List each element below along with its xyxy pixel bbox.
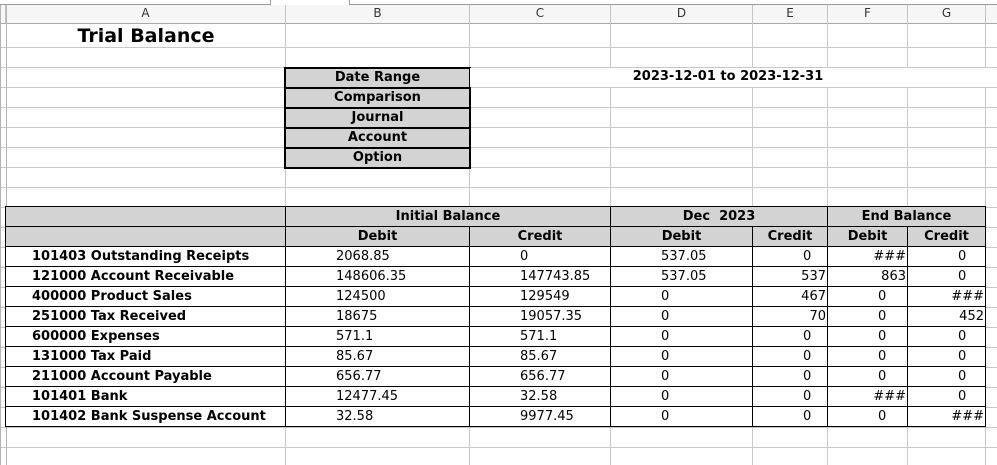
value-cell[interactable]: 0 xyxy=(753,247,828,267)
value-cell[interactable]: 0 xyxy=(908,387,986,407)
value-cell[interactable]: 0 xyxy=(611,307,753,327)
account-name-cell[interactable]: 131000 Tax Paid xyxy=(6,347,286,367)
trial-balance-table: Initial Balance Dec 2023 End Balance Deb… xyxy=(5,206,986,427)
value-cell[interactable]: 0 xyxy=(828,347,908,367)
value-cell[interactable]: 9977.45 xyxy=(470,407,611,427)
subheader-end-credit[interactable]: Credit xyxy=(908,227,986,247)
corner-header-cell[interactable] xyxy=(6,207,286,227)
account-name-cell[interactable]: 121000 Account Receivable xyxy=(6,267,286,287)
value-cell[interactable]: 32.58 xyxy=(470,387,611,407)
filter-cell-journal[interactable]: Journal xyxy=(286,109,469,129)
value-cell[interactable]: 0 xyxy=(753,387,828,407)
column-headers: A B C D E F G xyxy=(0,5,997,24)
account-name-cell[interactable]: 600000 Expenses xyxy=(6,327,286,347)
select-all-corner[interactable] xyxy=(0,5,6,23)
value-cell[interactable]: 0 xyxy=(908,347,986,367)
column-header-g[interactable]: G xyxy=(908,5,986,23)
corner-header-cell[interactable] xyxy=(6,227,286,247)
value-cell[interactable]: 571.1 xyxy=(470,327,611,347)
name-box-edge xyxy=(270,0,350,5)
value-cell[interactable]: 0 xyxy=(611,367,753,387)
value-cell-overflow[interactable]: ### xyxy=(828,247,908,267)
column-header-f[interactable]: F xyxy=(828,5,908,23)
account-name-cell[interactable]: 211000 Account Payable xyxy=(6,367,286,387)
subheader-initial-credit[interactable]: Credit xyxy=(470,227,611,247)
filter-cell-date-range[interactable]: Date Range xyxy=(286,69,469,89)
column-header-c[interactable]: C xyxy=(470,5,611,23)
account-name-cell[interactable]: 101403 Outstanding Receipts xyxy=(6,247,286,267)
value-cell[interactable]: 129549 xyxy=(470,287,611,307)
value-cell[interactable]: 85.67 xyxy=(470,347,611,367)
value-cell[interactable]: 18675 xyxy=(286,307,470,327)
value-cell[interactable]: 0 xyxy=(753,347,828,367)
value-cell[interactable]: 0 xyxy=(753,367,828,387)
value-cell[interactable]: 0 xyxy=(908,327,986,347)
column-header-a[interactable]: A xyxy=(6,5,286,23)
value-cell[interactable]: 0 xyxy=(611,287,753,307)
value-cell-overflow[interactable]: 70 xyxy=(753,307,828,327)
value-cell[interactable]: 147743.85 xyxy=(470,267,611,287)
value-cell-overflow[interactable]: ### xyxy=(908,287,986,307)
value-cell[interactable]: 124500 xyxy=(286,287,470,307)
date-range-value[interactable]: 2023-12-01 to 2023-12-31 xyxy=(470,68,986,87)
value-cell[interactable]: 2068.85 xyxy=(286,247,470,267)
filter-cell-option[interactable]: Option xyxy=(352,150,403,165)
subheader-initial-debit[interactable]: Debit xyxy=(286,227,470,247)
column-header-e[interactable]: E xyxy=(753,5,828,23)
group-header-period[interactable]: Dec 2023 xyxy=(611,207,828,227)
value-cell[interactable]: 0 xyxy=(611,387,753,407)
account-name-cell[interactable]: 400000 Product Sales xyxy=(6,287,286,307)
value-cell[interactable]: 537.05 xyxy=(611,267,753,287)
value-cell[interactable]: 0 xyxy=(828,407,908,427)
value-cell-overflow[interactable]: ### xyxy=(908,407,986,427)
account-name-cell[interactable]: 251000 Tax Received xyxy=(6,307,286,327)
value-cell[interactable]: 537.05 xyxy=(611,247,753,267)
subheader-period-credit[interactable]: Credit xyxy=(753,227,828,247)
filter-cell-account[interactable]: Account xyxy=(286,129,469,149)
group-header-initial-balance[interactable]: Initial Balance xyxy=(286,207,611,227)
sheet-left-edge xyxy=(0,5,1,465)
value-cell-overflow[interactable]: 863 xyxy=(828,267,908,287)
value-cell[interactable]: 0 xyxy=(908,367,986,387)
value-cell[interactable]: 0 xyxy=(611,347,753,367)
filter-box: Date Range Comparison Journal Account Op… xyxy=(284,67,471,169)
value-cell-overflow[interactable]: 467 xyxy=(753,287,828,307)
value-cell[interactable]: 656.77 xyxy=(470,367,611,387)
page-title[interactable]: Trial Balance xyxy=(77,25,215,47)
value-cell[interactable]: 32.58 xyxy=(286,407,470,427)
value-cell-overflow[interactable]: ### xyxy=(828,387,908,407)
value-cell[interactable]: 0 xyxy=(753,327,828,347)
value-cell[interactable]: 0 xyxy=(611,407,753,427)
value-cell[interactable]: 19057.35 xyxy=(470,307,611,327)
value-cell[interactable]: 0 xyxy=(828,287,908,307)
value-cell[interactable]: 0 xyxy=(828,367,908,387)
group-header-end-balance[interactable]: End Balance xyxy=(828,207,986,227)
account-name-cell[interactable]: 101401 Bank xyxy=(6,387,286,407)
column-header-b[interactable]: B xyxy=(286,5,470,23)
value-cell[interactable]: 0 xyxy=(828,327,908,347)
toolbar-bottom-edge xyxy=(0,0,997,5)
column-header-partial[interactable] xyxy=(986,5,997,23)
value-cell[interactable]: 0 xyxy=(908,247,986,267)
value-cell-overflow[interactable]: 537 xyxy=(753,267,828,287)
column-header-d[interactable]: D xyxy=(611,5,753,23)
value-cell[interactable]: 0 xyxy=(611,327,753,347)
value-cell[interactable]: 12477.45 xyxy=(286,387,470,407)
value-cell[interactable]: 85.67 xyxy=(286,347,470,367)
value-cell[interactable]: 0 xyxy=(470,247,611,267)
value-cell[interactable]: 0 xyxy=(753,407,828,427)
value-cell[interactable]: 0 xyxy=(828,307,908,327)
filter-cell-comparison[interactable]: Comparison xyxy=(286,89,469,109)
subheader-period-debit[interactable]: Debit xyxy=(611,227,753,247)
value-cell-overflow[interactable]: 452 xyxy=(908,307,986,327)
value-cell[interactable]: 571.1 xyxy=(286,327,470,347)
value-cell[interactable]: 148606.35 xyxy=(286,267,470,287)
value-cell[interactable]: 0 xyxy=(908,267,986,287)
subheader-end-debit[interactable]: Debit xyxy=(828,227,908,247)
value-cell[interactable]: 656.77 xyxy=(286,367,470,387)
account-name-cell[interactable]: 101402 Bank Suspense Account xyxy=(6,407,286,427)
